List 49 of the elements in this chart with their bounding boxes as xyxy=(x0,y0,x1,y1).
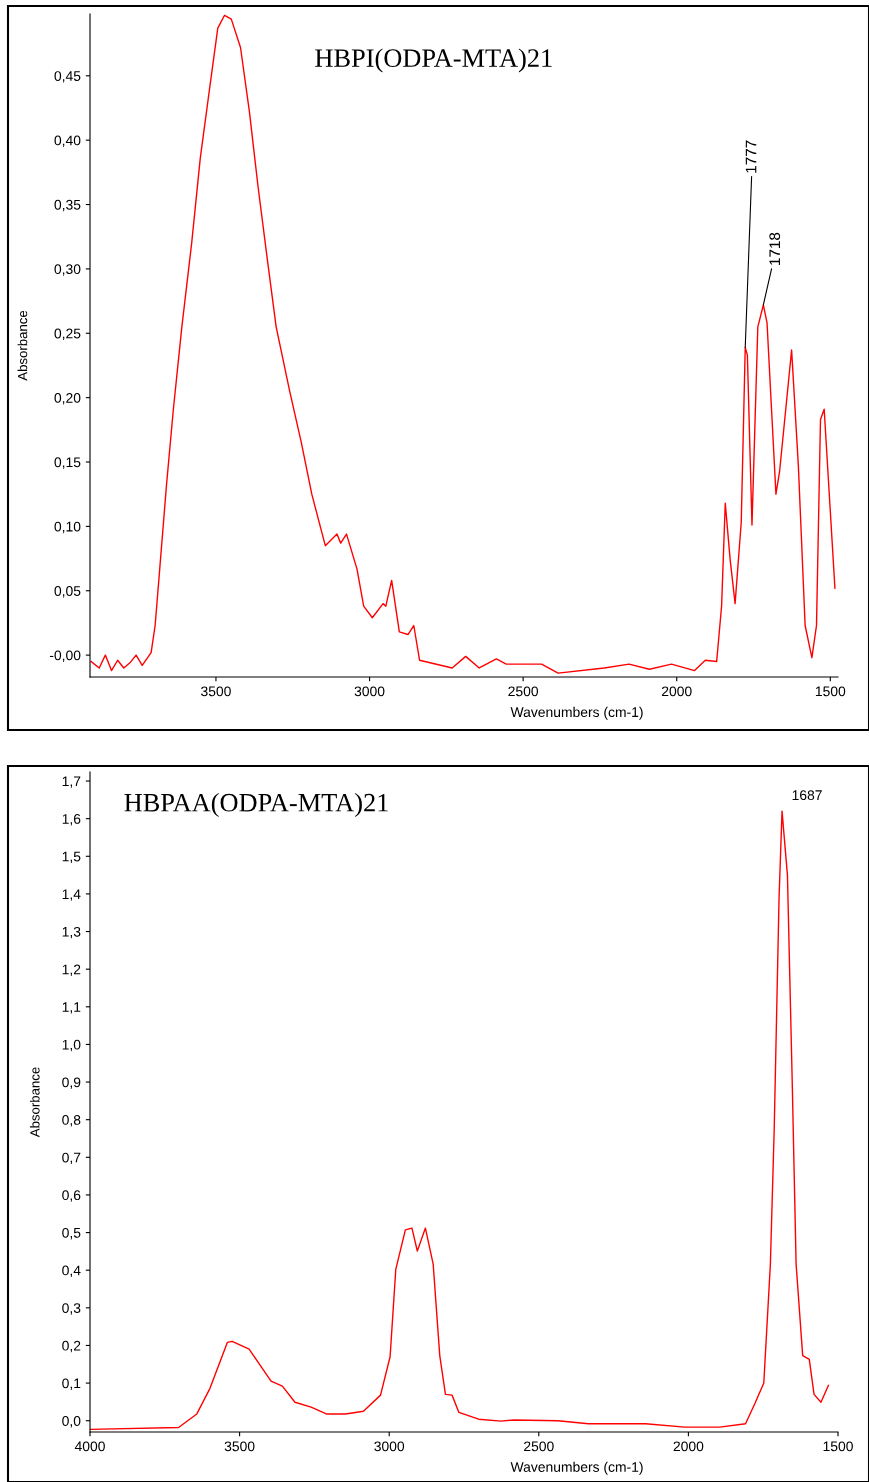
y-tick-label: 1,7 xyxy=(62,776,81,788)
annotation: 1687 xyxy=(792,790,822,801)
y-tick-label: 0,0 xyxy=(62,1416,81,1428)
y-tick-label: 1,3 xyxy=(62,926,81,939)
x-tick-label: 3500 xyxy=(201,686,231,697)
y-tick-label: 0,45 xyxy=(54,71,81,83)
y-tick-label: 0,3 xyxy=(62,1303,81,1315)
x-tick-label: 3500 xyxy=(224,1441,255,1452)
y-axis-title: Absorbance xyxy=(29,1067,40,1138)
x-axis-title: Wavenumbers (cm-1) xyxy=(510,1461,643,1475)
y-tick-label: 0,9 xyxy=(62,1077,81,1089)
annotation: 1718 xyxy=(769,232,781,265)
text: HBPI(ODPA-MTA)21 xyxy=(315,48,552,73)
y-tick-label: 0,20 xyxy=(54,392,81,405)
y-tick-label: 1,6 xyxy=(62,813,81,826)
line-series xyxy=(90,14,836,674)
x-tick-label: 3000 xyxy=(374,1441,405,1452)
y-tick-label: 1,1 xyxy=(62,1002,81,1014)
y-axis-title: Absorbance xyxy=(17,310,28,381)
y-tick-label: 0,15 xyxy=(54,457,81,469)
y-tick-label: 0,40 xyxy=(54,135,81,147)
y-tick-label: 0,30 xyxy=(54,264,81,276)
y-tick-label: 0,25 xyxy=(54,328,81,341)
x-tick-label: 2000 xyxy=(673,1441,704,1452)
text: HBPAA(ODPA-MTA)21 xyxy=(124,793,388,817)
y-tick-label: 0,2 xyxy=(62,1340,81,1353)
x-tick-label: 2000 xyxy=(661,686,692,697)
x-tick-label: 2500 xyxy=(508,686,539,697)
y-tick-label: 1,5 xyxy=(62,851,81,864)
y-tick-label: 1,2 xyxy=(62,964,81,976)
y-tick-label: 0,05 xyxy=(54,586,81,598)
x-tick-label: 3000 xyxy=(354,686,385,697)
y-tick-label: 0,35 xyxy=(54,199,81,212)
y-tick-label: 0,1 xyxy=(62,1378,81,1390)
y-tick-label: 0,10 xyxy=(54,521,81,534)
x-tick-label: 4000 xyxy=(74,1441,105,1452)
y-tick-label: 0,4 xyxy=(62,1265,81,1278)
x-axis-title: Wavenumbers (cm-1) xyxy=(510,706,643,720)
y-tick-label: 1,4 xyxy=(62,889,81,901)
y-tick-label: 0,7 xyxy=(62,1152,81,1165)
y-tick-label: 0,5 xyxy=(62,1227,81,1240)
x-tick-label: 1500 xyxy=(823,1441,853,1452)
x-tick-label: 2500 xyxy=(524,1441,554,1452)
y-tick-label: 1,0 xyxy=(62,1039,81,1052)
y-tick-label: -0,00 xyxy=(49,650,81,662)
y-tick-label: 0,8 xyxy=(62,1115,81,1127)
x-tick-label: 1500 xyxy=(815,686,846,697)
annotation: 1777 xyxy=(745,140,757,173)
y-tick-label: 0,6 xyxy=(62,1190,81,1202)
